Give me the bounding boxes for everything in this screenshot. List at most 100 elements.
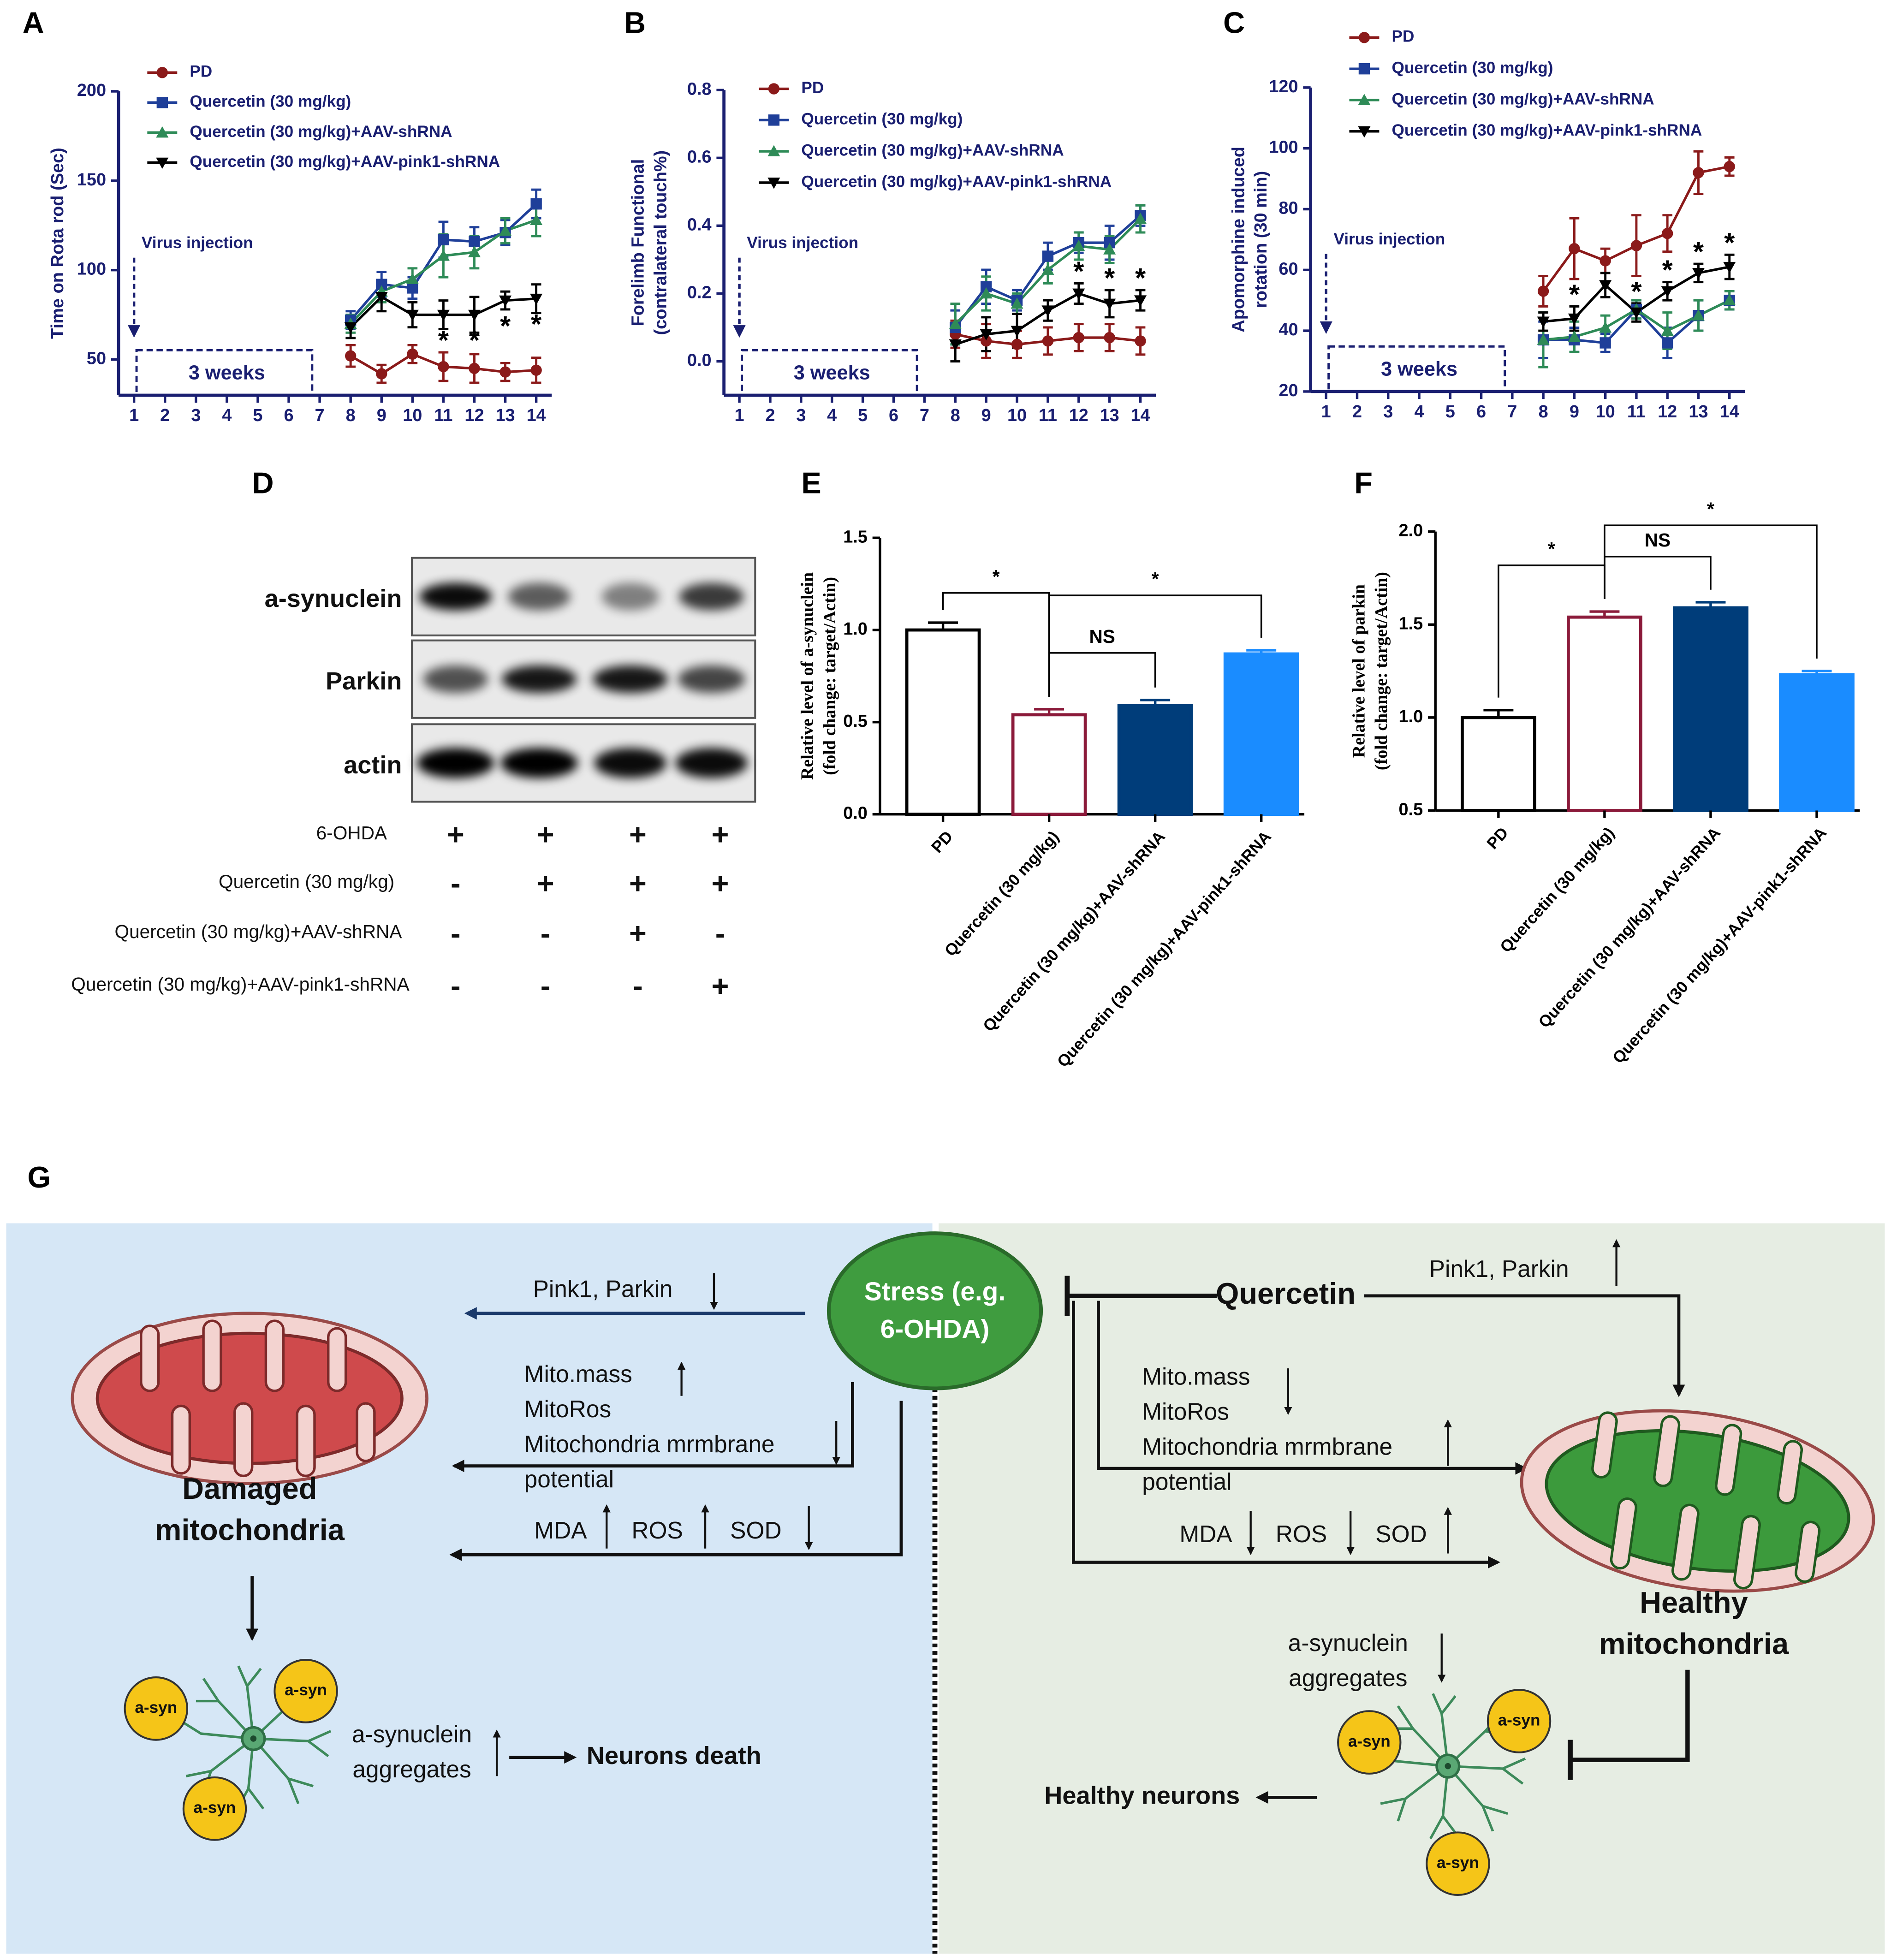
y-tick-label: 2.0 bbox=[1399, 521, 1423, 540]
comparison-bracket bbox=[1604, 556, 1712, 599]
x-tick-label: 5 bbox=[253, 406, 262, 425]
data-point bbox=[1041, 263, 1054, 275]
data-point bbox=[1042, 250, 1054, 262]
data-point bbox=[1104, 332, 1115, 344]
blot-band bbox=[423, 665, 488, 693]
blot-band bbox=[500, 748, 578, 778]
x-tick-label: 10 bbox=[1596, 402, 1615, 422]
x-tick-label: Quercetin (30 mg/kg)+AAV-shRNA bbox=[980, 827, 1169, 1035]
blot-band bbox=[679, 582, 744, 611]
x-tick-label: 3 bbox=[1383, 402, 1393, 422]
panel-label: C bbox=[1223, 6, 1245, 39]
band-label: Parkin bbox=[326, 667, 402, 695]
arrow bbox=[452, 1382, 854, 1473]
data-point bbox=[406, 273, 419, 284]
y-tick-label: 80 bbox=[1279, 198, 1298, 218]
marker-label: ROS bbox=[1276, 1520, 1327, 1547]
data-point bbox=[1569, 243, 1580, 255]
x-tick-label: 12 bbox=[1069, 406, 1088, 425]
treatment-label: Quercetin (30 mg/kg)+AAV-pink1-shRNA bbox=[71, 974, 410, 995]
comparison-label: * bbox=[1152, 568, 1159, 589]
x-tick-label: 3 bbox=[191, 406, 201, 425]
x-tick-label: 1 bbox=[129, 406, 139, 425]
x-tick-label: 5 bbox=[858, 406, 868, 425]
asyn-particle bbox=[182, 1776, 247, 1841]
blot-band bbox=[678, 665, 745, 693]
legend-marker bbox=[768, 83, 780, 95]
comparison-bracket bbox=[1048, 594, 1262, 697]
data-point bbox=[500, 366, 511, 378]
y-axis-label: (fold change: target/Actin) bbox=[1372, 572, 1391, 770]
data-point bbox=[1072, 288, 1085, 300]
legend-marker bbox=[767, 145, 780, 157]
pathway-label: Mitochondria mrmbrane bbox=[524, 1431, 775, 1457]
x-tick-label: 11 bbox=[434, 406, 452, 425]
asyn-label: a-syn bbox=[1348, 1732, 1391, 1750]
data-point bbox=[530, 214, 543, 225]
data-point bbox=[1011, 339, 1023, 350]
y-tick-label: 0.0 bbox=[843, 804, 868, 823]
panel-label: D bbox=[252, 466, 274, 499]
data-point bbox=[530, 364, 542, 376]
annotation: Virus injection bbox=[747, 234, 858, 252]
x-tick-label: 6 bbox=[284, 406, 293, 425]
treatment-sign: + bbox=[447, 818, 464, 851]
treatment-label: 6-OHDA bbox=[316, 822, 387, 843]
data-point bbox=[1661, 324, 1674, 336]
x-tick-label: 4 bbox=[222, 406, 232, 425]
annotation: 3 weeks bbox=[189, 362, 265, 384]
y-tick-label: 100 bbox=[1269, 138, 1298, 157]
panel-label: B bbox=[624, 6, 646, 39]
asyn-particle bbox=[274, 1659, 338, 1723]
panel-label: E bbox=[801, 466, 821, 499]
data-point bbox=[345, 350, 357, 362]
x-tick-label: 9 bbox=[377, 406, 387, 425]
treatment-sign: + bbox=[712, 818, 729, 851]
significance-label: * bbox=[1073, 255, 1084, 286]
y-tick-label: 40 bbox=[1279, 320, 1298, 339]
x-tick-label: PD bbox=[928, 827, 957, 856]
bar bbox=[1779, 673, 1855, 812]
data-point bbox=[530, 293, 543, 305]
data-point bbox=[1692, 268, 1705, 279]
asyn-label: a-syn bbox=[1437, 1853, 1479, 1871]
x-tick-label: 3 bbox=[796, 406, 806, 425]
legend-label: Quercetin (30 mg/kg) bbox=[801, 110, 963, 128]
data-point bbox=[376, 368, 387, 380]
data-point bbox=[1011, 297, 1023, 309]
significance-label: * bbox=[1662, 255, 1673, 285]
x-tick-label: 8 bbox=[346, 406, 356, 425]
annotation: 3 weeks bbox=[1381, 358, 1457, 380]
arrow bbox=[449, 1401, 903, 1561]
asyn-particle bbox=[1426, 1831, 1490, 1896]
marker-label: SOD bbox=[730, 1517, 781, 1544]
data-point bbox=[407, 348, 418, 360]
bar bbox=[1223, 652, 1299, 816]
data-point bbox=[1011, 326, 1023, 337]
y-tick-label: 120 bbox=[1269, 77, 1298, 96]
y-tick-label: 1.0 bbox=[1399, 707, 1423, 726]
data-point bbox=[980, 329, 993, 341]
data-point bbox=[949, 318, 962, 329]
x-tick-label: 12 bbox=[1658, 402, 1677, 422]
bar bbox=[1461, 716, 1536, 812]
y-axis-label: Relative level of a-synuclein bbox=[797, 572, 817, 780]
y-tick-label: 1.0 bbox=[843, 619, 868, 639]
blot-band bbox=[501, 665, 577, 693]
x-tick-label: 7 bbox=[920, 406, 929, 425]
x-tick-label: 14 bbox=[1720, 402, 1739, 422]
significance-label: * bbox=[1631, 276, 1642, 307]
y-axis-label: (fold change: target/Actin) bbox=[820, 577, 839, 775]
legend-marker bbox=[156, 126, 169, 138]
marker-label: SOD bbox=[1375, 1520, 1427, 1547]
stress-label: 6-OHDA) bbox=[880, 1314, 990, 1344]
data-point bbox=[469, 362, 480, 374]
legend-marker bbox=[768, 114, 780, 126]
band-label: a-synuclein bbox=[265, 585, 402, 612]
x-tick-label: 8 bbox=[951, 406, 960, 425]
x-tick-label: 9 bbox=[1570, 402, 1579, 422]
data-point bbox=[438, 234, 449, 245]
data-point bbox=[1568, 330, 1581, 342]
treatment-sign: - bbox=[451, 866, 461, 900]
